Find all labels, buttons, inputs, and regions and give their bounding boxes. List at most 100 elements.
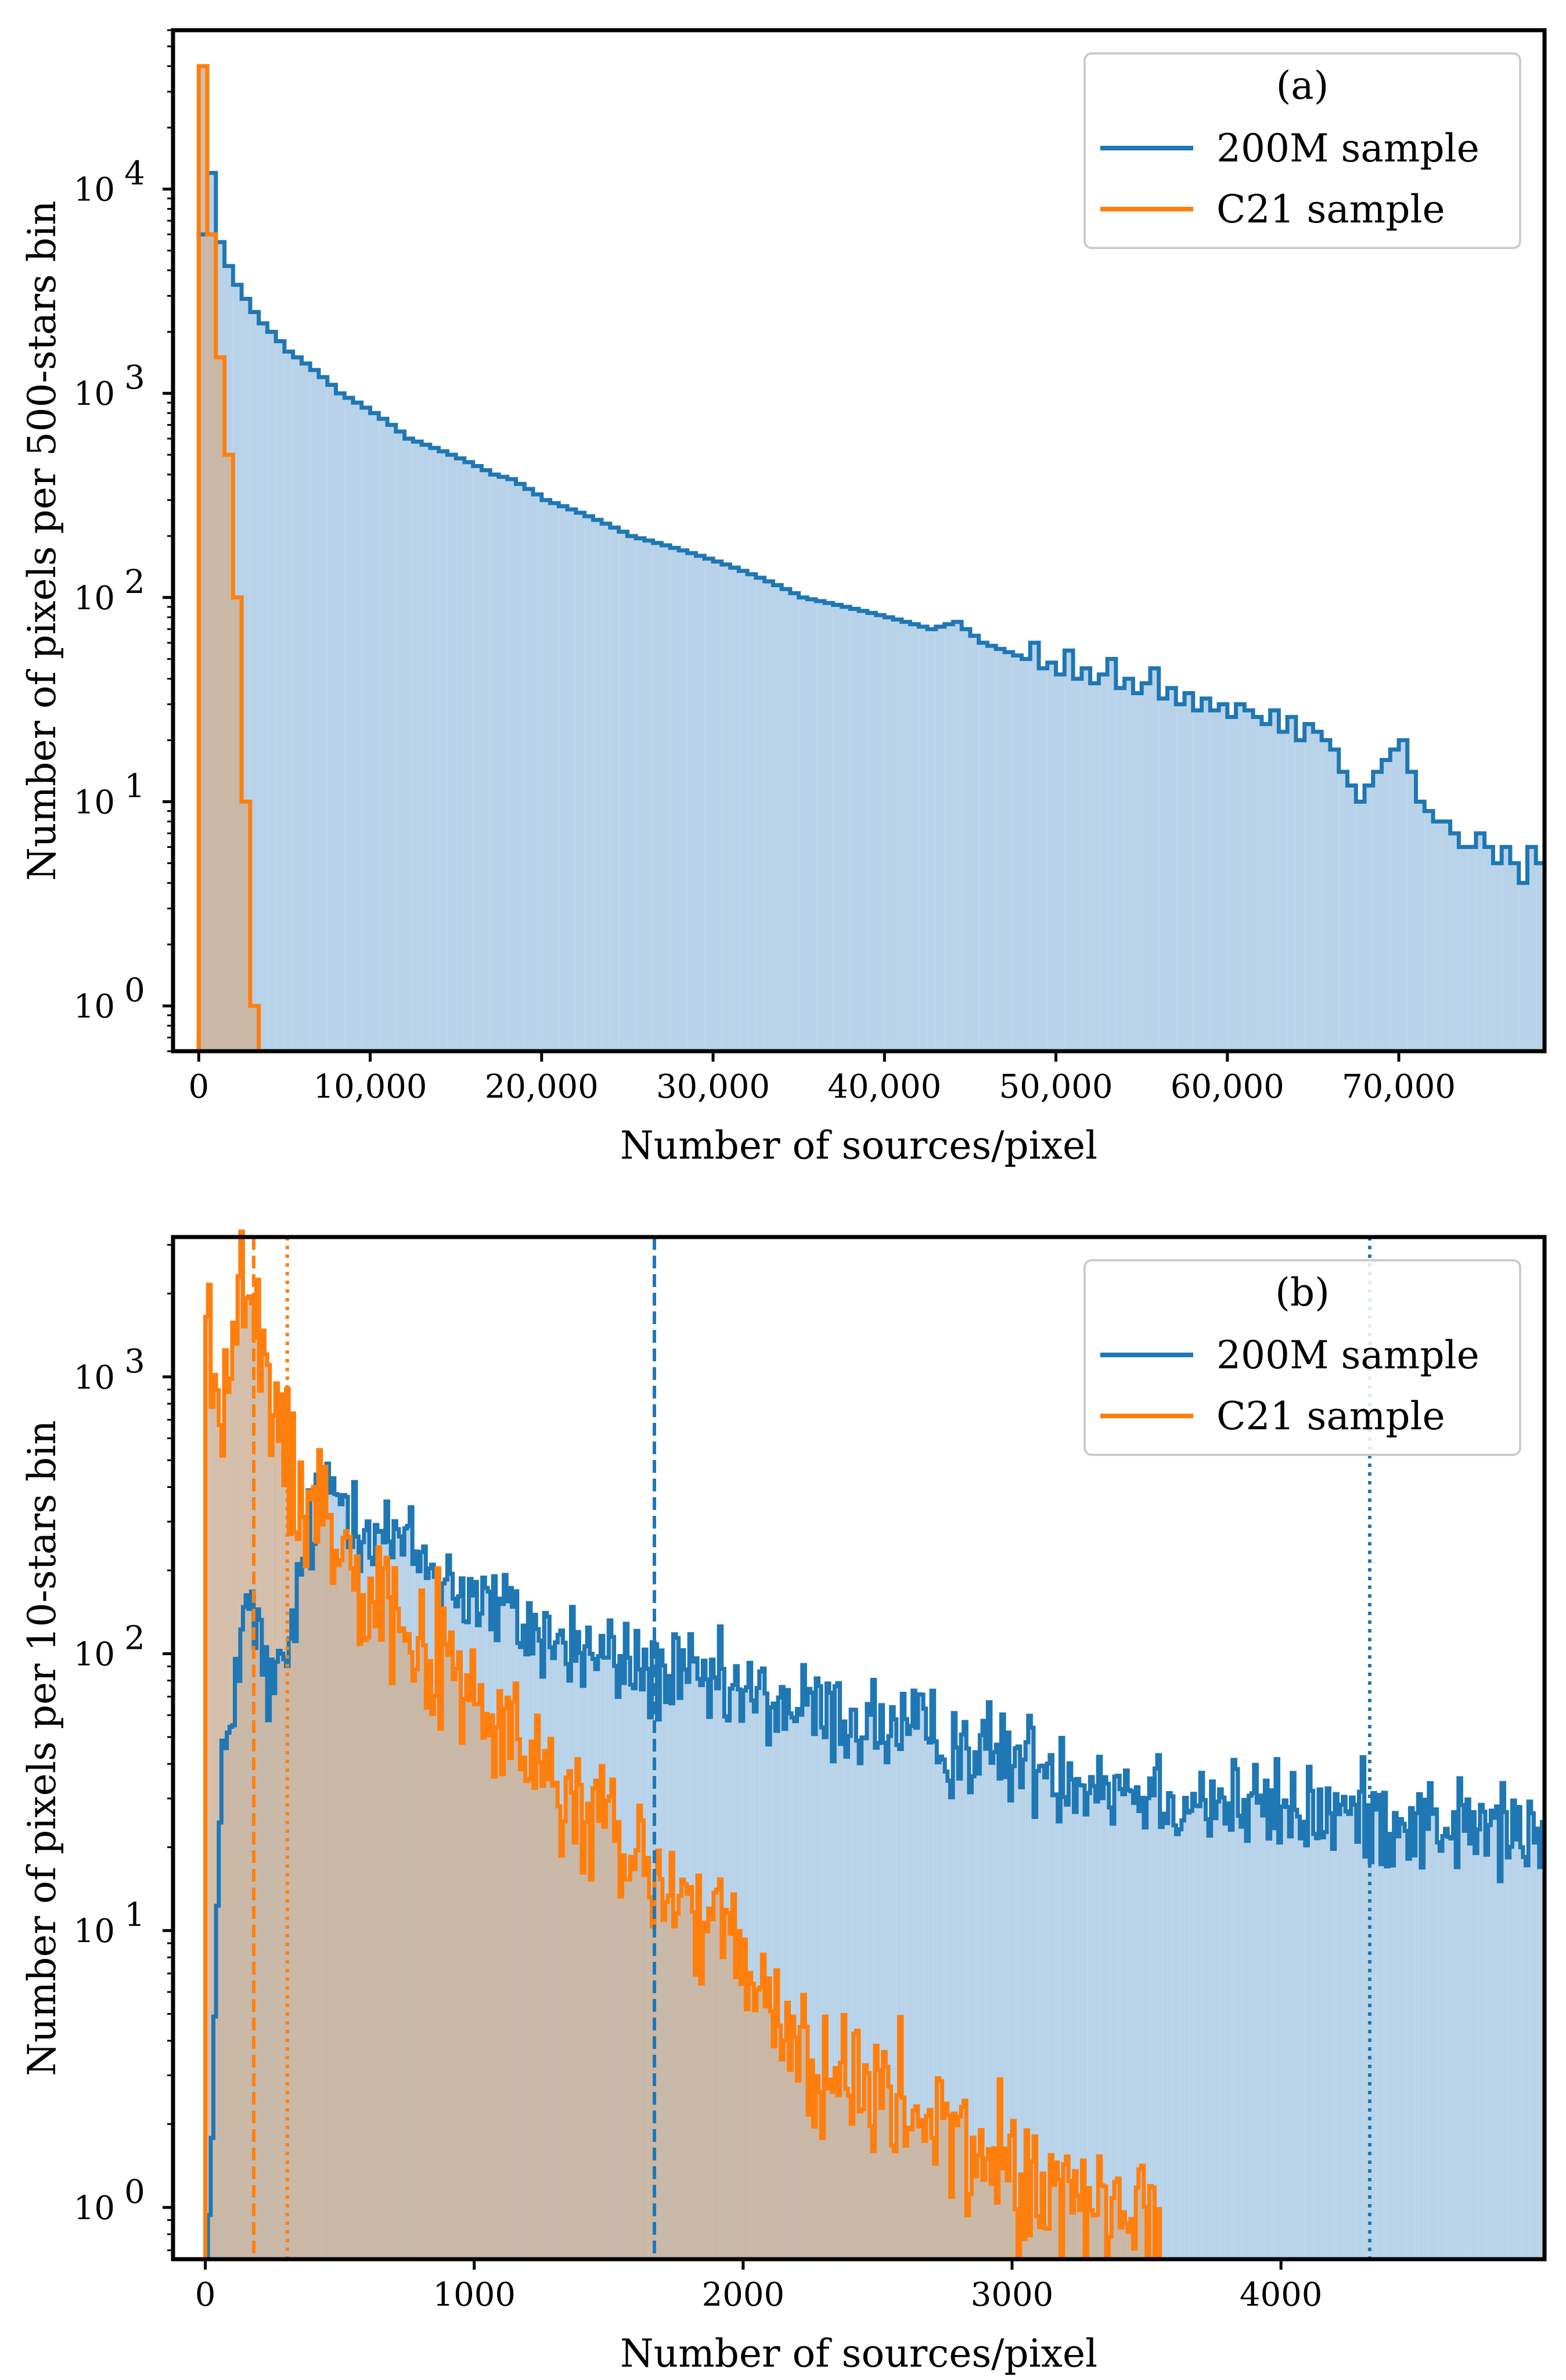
bar-200m-b <box>1394 1813 1397 2259</box>
legend-label-200m-b: 200M sample <box>1216 1333 1479 1378</box>
bar-200m-b <box>958 1778 961 2259</box>
bar-200m-b <box>1168 1793 1171 2259</box>
y-axis-label-a: Number of pixels per 500-stars bin <box>20 200 64 881</box>
bar-200m-a <box>927 629 936 1051</box>
bar-200m-b <box>1039 1766 1042 2259</box>
bar-c21-b <box>950 2196 953 2259</box>
bar-c21-b <box>912 2111 916 2259</box>
bar-200m-b <box>942 1759 945 2259</box>
bar-200m-b <box>1160 1827 1163 2259</box>
bar-c21-b <box>229 1378 232 2259</box>
bar-c21-b <box>595 1781 598 2259</box>
y-tick-exponent: 2 <box>124 1619 145 1657</box>
bar-200m-a <box>755 577 765 1051</box>
bar-200m-b <box>748 1663 751 2259</box>
bar-c21-b <box>1006 2180 1010 2259</box>
legend-label-c21-a: C21 sample <box>1216 187 1445 232</box>
bar-c21-b <box>1028 2235 1031 2259</box>
y-tick-exponent: 0 <box>124 2173 145 2211</box>
bar-c21-b <box>907 2127 910 2259</box>
bar-200m-b <box>1009 1800 1012 2259</box>
bar-200m-b <box>980 1735 983 2259</box>
bar-200m-b <box>826 1683 830 2259</box>
bar-c21-b <box>1119 2227 1122 2259</box>
bar-c21-b <box>399 1631 402 2259</box>
bar-200m-b <box>789 1713 792 2259</box>
bar-200m-a <box>456 458 465 1051</box>
bar-200m-a <box>1210 710 1219 1051</box>
bar-c21-b <box>342 1538 345 2259</box>
bar-200m-b <box>1359 1792 1362 2259</box>
bar-200m-b <box>840 1743 843 2259</box>
bar-200m-b <box>907 1734 910 2259</box>
bar-200m-b <box>1047 1763 1050 2259</box>
bar-200m-a <box>370 413 379 1051</box>
bar-c21-b <box>1039 2227 1042 2259</box>
bar-200m-b <box>794 1721 797 2259</box>
bar-c21-b <box>469 1700 472 2259</box>
legend-title-a: (a) <box>1276 63 1329 108</box>
bar-200m-b <box>1385 1866 1389 2259</box>
bar-200m-b <box>1471 1812 1475 2259</box>
bar-200m-a <box>498 476 507 1051</box>
bar-c21-b <box>355 1556 359 2259</box>
bar-200m-a <box>1004 652 1013 1051</box>
bar-c21-b <box>762 1954 765 2259</box>
bar-200m-a <box>481 470 491 1051</box>
bar-c21-b <box>996 2202 999 2259</box>
bar-200m-a <box>1150 668 1159 1051</box>
bar-200m-b <box>1434 1809 1437 2259</box>
bar-c21-a <box>233 597 242 1051</box>
bar-200m-b <box>1294 1810 1297 2259</box>
legend-box-a <box>1083 52 1521 249</box>
bar-c21-b <box>256 1279 260 2259</box>
bar-200m-b <box>1399 1819 1402 2259</box>
bar-200m-b <box>1128 1790 1131 2259</box>
bar-200m-a <box>1244 710 1254 1051</box>
bar-c21-b <box>985 2158 988 2259</box>
bar-200m-a <box>1047 662 1056 1051</box>
bar-200m-b <box>1442 1836 1445 2259</box>
bar-c21-b <box>444 1644 448 2259</box>
bar-200m-a <box>404 438 413 1052</box>
bar-200m-a <box>413 441 422 1051</box>
bar-200m-b <box>1512 1800 1515 2259</box>
bar-c21-b <box>681 1879 684 2259</box>
bar-200m-a <box>1142 683 1150 1051</box>
bar-200m-b <box>821 1727 824 2259</box>
bar-200m-a <box>816 601 825 1051</box>
bar-200m-b <box>902 1694 905 2259</box>
x-axis-label-b: Number of sources/pixel <box>620 2331 1097 2376</box>
bar-c21-b <box>969 2194 972 2259</box>
bar-200m-a <box>550 503 559 1051</box>
bar-c21-b <box>406 1634 410 2259</box>
bar-200m-b <box>1205 1819 1209 2259</box>
bar-c21-b <box>1065 2156 1069 2259</box>
bar-200m-a <box>602 523 610 1051</box>
bar-200m-b <box>896 1745 899 2259</box>
bar-200m-a <box>524 488 534 1051</box>
bar-c21-b <box>490 1715 494 2259</box>
bar-200m-b <box>1235 1768 1239 2259</box>
bar-200m-a <box>670 548 679 1051</box>
bar-200m-a <box>1459 847 1468 1051</box>
bar-200m-a <box>618 531 628 1051</box>
bar-200m-b <box>1044 1777 1047 2259</box>
bar-200m-b <box>1197 1806 1201 2259</box>
bar-200m-a <box>1510 863 1519 1051</box>
bar-c21-b <box>552 1785 555 2259</box>
bar-c21-b <box>821 2138 824 2259</box>
bar-200m-a <box>1013 655 1022 1051</box>
bar-200m-a <box>318 377 327 1051</box>
bar-c21-b <box>261 1331 265 2259</box>
bar-200m-b <box>1068 1763 1071 2259</box>
bar-200m-b <box>917 1694 921 2259</box>
bar-200m-b <box>786 1689 789 2259</box>
bar-c21-b <box>557 1806 560 2259</box>
bar-200m-b <box>1017 1746 1020 2259</box>
bar-c21-b <box>797 2080 800 2259</box>
bar-200m-b <box>1273 1828 1276 2259</box>
bar-c21-b <box>708 1908 711 2259</box>
bar-c21-b <box>713 1892 717 2259</box>
